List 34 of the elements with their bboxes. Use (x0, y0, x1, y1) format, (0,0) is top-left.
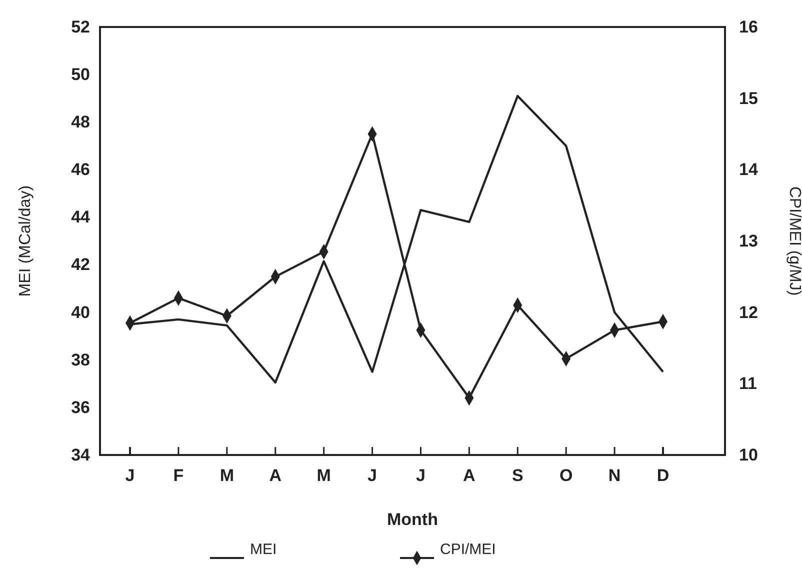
y-tick-label: 40 (71, 302, 90, 322)
x-tick-label: F (173, 466, 184, 486)
y2-axis-title: CPI/MEI (g/MJ) (786, 186, 802, 296)
x-tick-label: A (463, 466, 476, 486)
x-tick-label: J (125, 466, 135, 486)
y-tick-label: 50 (71, 64, 90, 84)
y2-tick-label: 15 (739, 88, 758, 108)
x-tick-label: O (559, 466, 573, 486)
y-tick-label: 42 (71, 255, 90, 274)
x-axis-title: Month (387, 510, 438, 529)
y2-tick-label: 11 (739, 374, 757, 394)
x-tick-label: M (220, 466, 234, 486)
y-tick-label: 48 (71, 112, 90, 132)
x-tick-label: J (368, 466, 378, 486)
y-tick-label: 34 (71, 445, 91, 464)
y2-tick-label: 14 (739, 160, 758, 180)
x-tick-label: M (316, 466, 331, 486)
y2-tick-label: 13 (739, 231, 758, 250)
y2-tick-label: 16 (739, 17, 758, 36)
y-tick-label: 38 (71, 350, 90, 370)
legend-label: MEI (250, 541, 277, 558)
y-tick-label: 52 (71, 17, 90, 36)
y-tick-label: 44 (71, 208, 91, 227)
x-tick-label: S (512, 466, 524, 486)
y-tick-label: 36 (71, 398, 90, 417)
legend-label: CPI/MEI (440, 541, 496, 558)
x-tick-label: D (656, 466, 670, 486)
x-tick-label: A (269, 466, 282, 486)
x-tick-label: J (416, 466, 426, 486)
y-axis-title: MEI (MCal/day) (17, 185, 34, 297)
x-tick-label: N (608, 466, 621, 486)
y2-tick-label: 10 (739, 445, 758, 464)
y-tick-label: 46 (71, 160, 90, 180)
y2-tick-label: 12 (739, 302, 758, 322)
